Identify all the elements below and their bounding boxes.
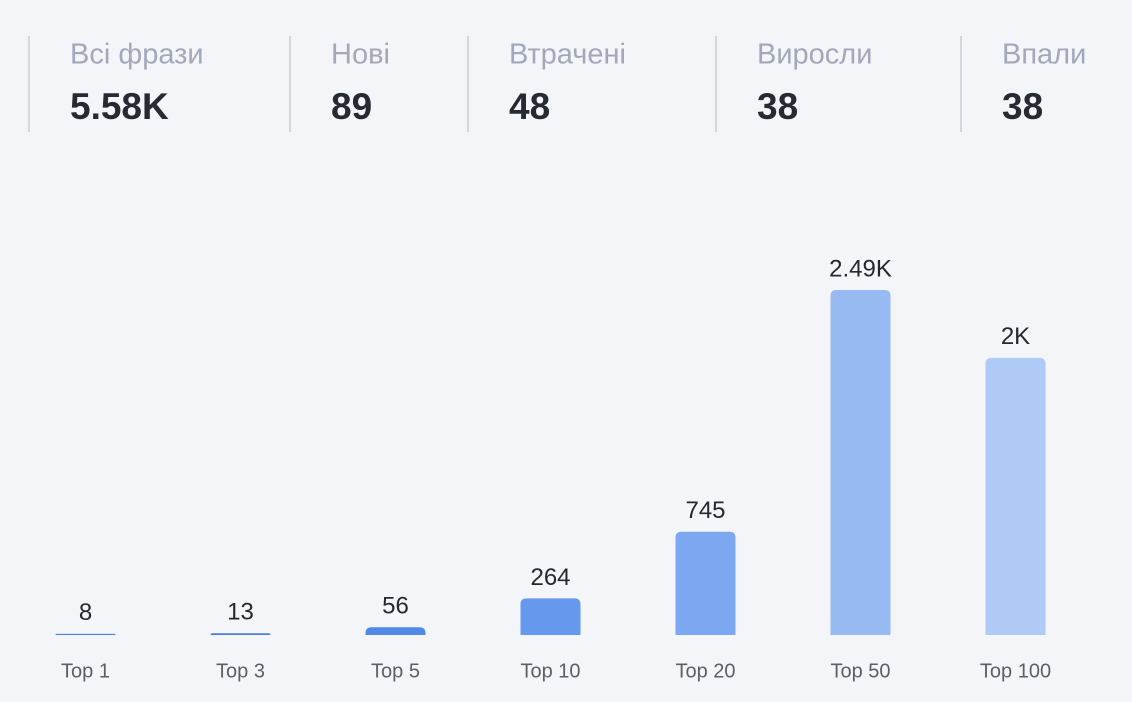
bar: [675, 531, 736, 635]
x-tick-label: Top 1: [61, 660, 110, 682]
stat-value: 5.58K: [70, 86, 169, 127]
value-label: 13: [227, 599, 254, 626]
stat-value: 89: [331, 86, 372, 127]
bar: [210, 633, 271, 635]
value-label: 2.49K: [829, 255, 892, 282]
stat-value: 38: [757, 86, 798, 127]
value-label: 745: [685, 497, 725, 524]
value-label: 56: [382, 593, 409, 620]
value-label: 8: [79, 599, 92, 626]
value-label: 2K: [1001, 323, 1030, 350]
stat-value: 48: [509, 86, 550, 127]
value-label: 264: [530, 564, 570, 591]
x-tick-label: Top 100: [980, 660, 1051, 682]
x-tick-label: Top 10: [520, 660, 580, 682]
stat-label: Втрачені: [509, 39, 626, 71]
stat-label: Всі фрази: [70, 39, 204, 71]
bar: [55, 633, 116, 635]
stat-label: Нові: [331, 39, 390, 71]
stat-label: Виросли: [757, 39, 872, 71]
x-tick-label: Top 5: [371, 660, 420, 682]
bar: [520, 598, 581, 635]
x-tick-label: Top 3: [216, 660, 265, 682]
bar: [985, 357, 1046, 635]
x-tick-label: Top 50: [830, 660, 890, 682]
x-tick-label: Top 20: [675, 660, 735, 682]
stat-label: Впали: [1002, 39, 1086, 71]
bar: [830, 290, 891, 635]
stat-value: 38: [1002, 86, 1043, 127]
bar: [365, 627, 426, 635]
